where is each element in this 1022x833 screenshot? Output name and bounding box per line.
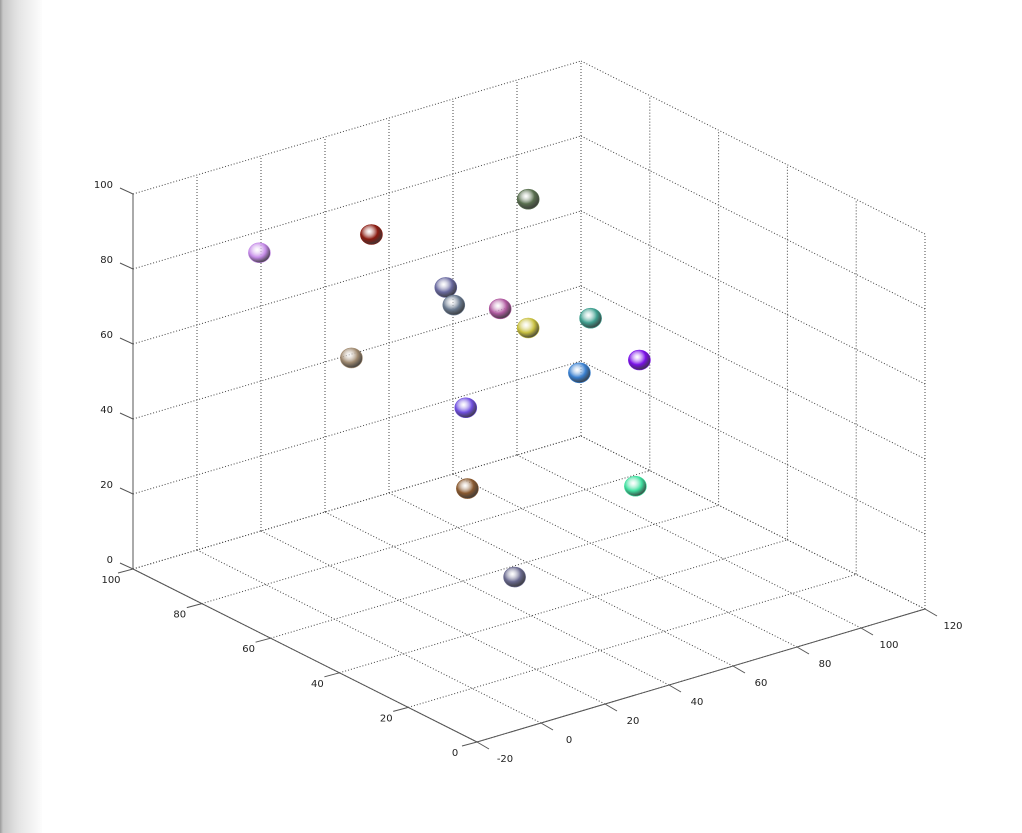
y-tick-label: 0 <box>452 748 458 759</box>
data-point <box>488 298 512 320</box>
data-point <box>454 397 478 419</box>
x-tick <box>604 703 618 712</box>
window-edge <box>0 0 42 833</box>
x-tick <box>476 741 490 750</box>
grid-line-wall-y-z <box>132 435 582 570</box>
data-point <box>340 347 363 369</box>
data-point <box>516 317 540 339</box>
z-tick <box>119 562 134 570</box>
grid-line-floor-y <box>132 435 582 570</box>
grid-line-wall-x-z <box>580 135 926 310</box>
y-tick <box>324 672 340 678</box>
data-point <box>456 478 479 499</box>
x-tick <box>860 627 874 636</box>
z-tick-label: 80 <box>100 255 113 266</box>
grid <box>132 60 926 743</box>
grid-line-wall-y-z <box>132 210 582 345</box>
data-point <box>624 475 647 497</box>
y-tick-label: 40 <box>311 679 324 690</box>
grid-line-wall-y-z <box>132 135 582 270</box>
x-tick <box>540 722 554 731</box>
y-tick <box>117 568 134 574</box>
z-tick-label: 40 <box>100 405 113 416</box>
grid-line-wall-x-z <box>580 210 926 385</box>
data-point <box>516 188 540 210</box>
x-tick-label: 40 <box>691 697 704 708</box>
grid-line-wall-x-z <box>580 285 926 460</box>
y-tick-label: 60 <box>242 644 255 655</box>
grid-line-wall-x-z <box>580 435 926 610</box>
z-tick-label: 60 <box>100 330 113 341</box>
x-tick-label: 20 <box>627 716 640 727</box>
y-tick <box>461 741 478 747</box>
data-point <box>503 566 526 588</box>
y-tick-label: 80 <box>173 610 186 621</box>
x-tick <box>668 684 682 693</box>
grid-line-wall-y-z <box>132 60 582 195</box>
z-tick-label: 0 <box>107 555 113 566</box>
x-tick <box>732 665 746 674</box>
x-tick <box>796 646 810 655</box>
grid-line-floor-x <box>196 549 542 724</box>
grid-line-floor-x <box>260 530 606 705</box>
y-axis-line <box>132 568 478 743</box>
grid-line-floor-y <box>408 573 857 708</box>
y-tick <box>255 637 271 643</box>
data-point <box>434 277 458 298</box>
data-point <box>442 294 466 316</box>
z-tick <box>119 187 134 195</box>
data-point <box>568 362 591 384</box>
x-tick-label: 120 <box>943 621 962 632</box>
x-tick <box>924 608 938 617</box>
grid-line-floor-x <box>516 454 862 629</box>
x-tick-label: -20 <box>497 754 513 765</box>
data-point <box>628 349 651 371</box>
z-tick-label: 100 <box>94 180 113 191</box>
z-tick-label: 20 <box>100 480 113 491</box>
x-tick-label: 0 <box>566 735 572 746</box>
axes <box>117 187 938 750</box>
data-point <box>579 307 602 329</box>
y-tick-label: 20 <box>380 713 393 724</box>
grid-line-floor-x <box>452 473 798 648</box>
grid-line-floor-y <box>339 539 788 674</box>
x-tick-label: 80 <box>819 659 832 670</box>
data-point <box>360 224 383 245</box>
points <box>248 188 651 588</box>
grid-line-wall-y-z <box>132 360 582 495</box>
grid-line-wall-x-z <box>580 360 926 535</box>
x-axis-line <box>476 608 926 743</box>
y-tick-label: 100 <box>101 575 120 586</box>
z-tick <box>119 337 134 345</box>
grid-line-floor-x <box>388 492 734 667</box>
grid-line-floor-y <box>201 470 650 605</box>
x-tick-label: 100 <box>879 640 898 651</box>
grid-line-floor-x <box>324 511 670 686</box>
x-tick-label: 60 <box>755 678 768 689</box>
y-tick <box>186 603 202 609</box>
data-point <box>248 242 271 264</box>
tick-labels: 0 20 40 60 80 100 0 20 40 60 80 100 -20 0 20 40 60 80 100 1… <box>94 180 963 765</box>
grid-line-wall-x-z <box>580 60 926 235</box>
z-tick <box>119 412 134 420</box>
y-tick <box>393 706 409 712</box>
z-tick <box>119 262 134 270</box>
z-tick <box>119 487 134 495</box>
grid-line-floor-y <box>270 504 719 639</box>
